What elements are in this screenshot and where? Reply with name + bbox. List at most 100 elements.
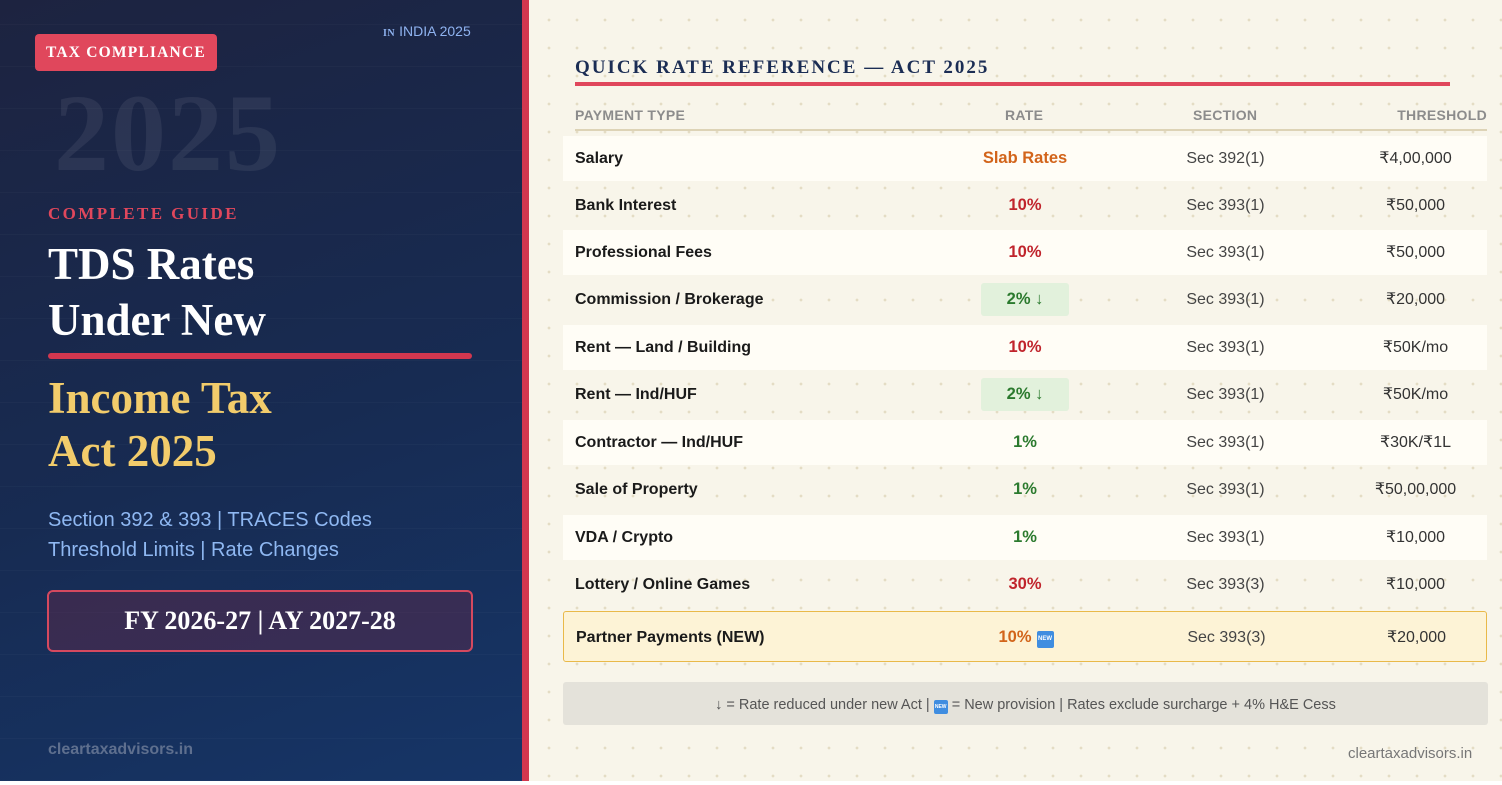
threshold-cell: ₹20,000 <box>1385 291 1446 308</box>
table-row: Professional Fees 10% Sec 393(1) ₹50,000 <box>563 230 1487 275</box>
threshold-cell: ₹10,000 <box>1385 576 1446 593</box>
rate-value: 30% <box>1008 575 1042 593</box>
subtitle-line-2: Act 2025 <box>48 426 217 476</box>
section-cell: Sec 393(1) <box>1186 197 1265 214</box>
section-cell: Sec 393(3) <box>1186 576 1265 593</box>
footnote-legend-new: = New provision | Rates exclude surcharg… <box>951 697 1336 713</box>
header-threshold: THRESHOLD <box>1397 107 1487 123</box>
rate-cell: 10% NEW <box>976 612 1076 663</box>
country-label: IN INDIA 2025 <box>383 23 471 39</box>
new-icon: NEW <box>933 700 948 714</box>
table-row: Bank Interest 10% Sec 393(1) ₹50,000 <box>563 183 1487 228</box>
threshold-cell: ₹50K/mo <box>1382 339 1449 356</box>
payment-type-cell: Bank Interest <box>575 197 677 214</box>
right-panel: QUICK RATE REFERENCE — ACT 2025 PAYMENT … <box>529 0 1502 781</box>
description-line-2: Threshold Limits | Rate Changes <box>48 539 339 561</box>
threshold-cell: ₹20,000 <box>1386 629 1447 646</box>
section-title: QUICK RATE REFERENCE — ACT 2025 <box>575 57 990 78</box>
header-section: SECTION <box>1193 107 1258 123</box>
table-row: Rent — Ind/HUF 2% ↓ Sec 393(1) ₹50K/mo <box>563 372 1487 417</box>
rate-cell: 1% <box>975 420 1075 465</box>
payment-type-cell: Professional Fees <box>575 244 712 261</box>
section-cell: Sec 393(1) <box>1186 434 1265 451</box>
threshold-cell: ₹10,000 <box>1385 529 1446 546</box>
rate-value: Slab Rates <box>982 149 1068 167</box>
panel-divider <box>522 0 529 781</box>
website-right: cleartaxadvisors.in <box>1348 745 1473 762</box>
header-rate: RATE <box>1005 107 1044 123</box>
section-cell: Sec 393(1) <box>1186 291 1265 308</box>
page-title: TDS Rates Under New <box>48 236 266 348</box>
table-row: VDA / Crypto 1% Sec 393(1) ₹10,000 <box>563 515 1487 560</box>
india-flag-icon: IN <box>383 28 396 39</box>
watermark-year: 2025 <box>54 72 282 194</box>
website-left: cleartaxadvisors.in <box>48 741 193 758</box>
table-header: PAYMENT TYPE RATE SECTION THRESHOLD <box>575 106 1487 131</box>
payment-type-cell: Sale of Property <box>575 481 698 498</box>
payment-type-cell: Rent — Ind/HUF <box>575 386 697 403</box>
rate-cell: 10% <box>975 230 1075 275</box>
payment-type-cell: Lottery / Online Games <box>575 576 751 593</box>
left-panel: TAX COMPLIANCE IN INDIA 2025 2025 COMPLET… <box>0 0 522 781</box>
threshold-cell: ₹50K/mo <box>1382 386 1449 403</box>
section-cell: Sec 393(1) <box>1186 339 1265 356</box>
title-line-1: TDS Rates <box>48 239 255 289</box>
page-subtitle: Income Tax Act 2025 <box>48 372 272 478</box>
threshold-cell: ₹50,000 <box>1385 197 1446 214</box>
subtitle-line-1: Income Tax <box>48 373 272 423</box>
rate-reduced-badge: 2% ↓ <box>981 378 1069 411</box>
footnote: ↓ = Rate reduced under new Act | NEW = Ne… <box>563 682 1488 725</box>
rate-value: 10% <box>1008 338 1042 356</box>
section-title-underline <box>575 82 1450 86</box>
rate-cell: 2% ↓ <box>975 277 1075 322</box>
category-badge: TAX COMPLIANCE <box>35 34 217 71</box>
payment-type-cell: Partner Payments (NEW) <box>576 629 765 646</box>
section-cell: Sec 392(1) <box>1186 150 1265 167</box>
threshold-cell: ₹4,00,000 <box>1379 150 1452 167</box>
rate-value: 1% <box>1013 480 1037 498</box>
threshold-cell: ₹30K/₹1L <box>1379 434 1452 451</box>
table-row: Lottery / Online Games 30% Sec 393(3) ₹10,0… <box>563 562 1487 607</box>
rate-value: 10% <box>998 628 1032 646</box>
rate-cell: 10% <box>975 183 1075 228</box>
rate-reduced-badge: 2% ↓ <box>981 283 1069 316</box>
payment-type-cell: Salary <box>575 150 624 167</box>
threshold-cell: ₹50,00,000 <box>1374 481 1457 498</box>
fiscal-year-box: FY 2026-27 | AY 2027-28 <box>47 590 473 652</box>
payment-type-cell: VDA / Crypto <box>575 529 674 546</box>
section-cell: Sec 393(1) <box>1186 244 1265 261</box>
rate-cell: 10% <box>975 325 1075 370</box>
description-line-1: Section 392 & 393 | TRACES Codes <box>48 509 372 531</box>
country-text: INDIA 2025 <box>399 23 471 39</box>
rate-cell: 1% <box>975 467 1075 512</box>
rate-value: 1% <box>1013 528 1037 546</box>
description: Section 392 & 393 | TRACES Codes Thresho… <box>48 505 372 565</box>
rate-cell: 1% <box>975 515 1075 560</box>
footnote-legend-reduced: ↓ = Rate reduced under new Act | <box>715 697 930 713</box>
rate-cell: Slab Rates <box>975 136 1075 181</box>
rate-value: 1% <box>1013 433 1037 451</box>
threshold-cell: ₹50,000 <box>1385 244 1446 261</box>
section-cell: Sec 393(1) <box>1186 386 1265 403</box>
table-row: Commission / Brokerage 2% ↓ Sec 393(1) ₹20,… <box>563 277 1487 322</box>
table-row: Contractor — Ind/HUF 1% Sec 393(1) ₹30K/₹1L <box>563 420 1487 465</box>
payment-type-cell: Commission / Brokerage <box>575 291 764 308</box>
section-cell: Sec 393(1) <box>1186 529 1265 546</box>
payment-type-cell: Contractor — Ind/HUF <box>575 434 743 451</box>
rate-value: 10% <box>1008 196 1042 214</box>
eyebrow-text: COMPLETE GUIDE <box>48 204 239 223</box>
payment-type-cell: Rent — Land / Building <box>575 339 751 356</box>
section-cell: Sec 393(3) <box>1187 629 1266 646</box>
table-row-highlighted: Partner Payments (NEW) 10% NEW Sec 393(3) ₹2… <box>563 611 1487 662</box>
header-payment-type: PAYMENT TYPE <box>575 107 686 123</box>
table-row: Salary Slab Rates Sec 392(1) ₹4,00,000 <box>563 136 1487 181</box>
rate-cell: 2% ↓ <box>975 372 1075 417</box>
section-cell: Sec 393(1) <box>1186 481 1265 498</box>
table-row: Rent — Land / Building 10% Sec 393(1) ₹50K/… <box>563 325 1487 370</box>
table-row: Sale of Property 1% Sec 393(1) ₹50,00,000 <box>563 467 1487 512</box>
title-line-2: Under New <box>48 295 266 345</box>
rate-value: 10% <box>1008 243 1042 261</box>
title-divider <box>48 353 472 359</box>
rate-cell: 30% <box>975 562 1075 607</box>
new-icon: NEW <box>1036 631 1054 648</box>
